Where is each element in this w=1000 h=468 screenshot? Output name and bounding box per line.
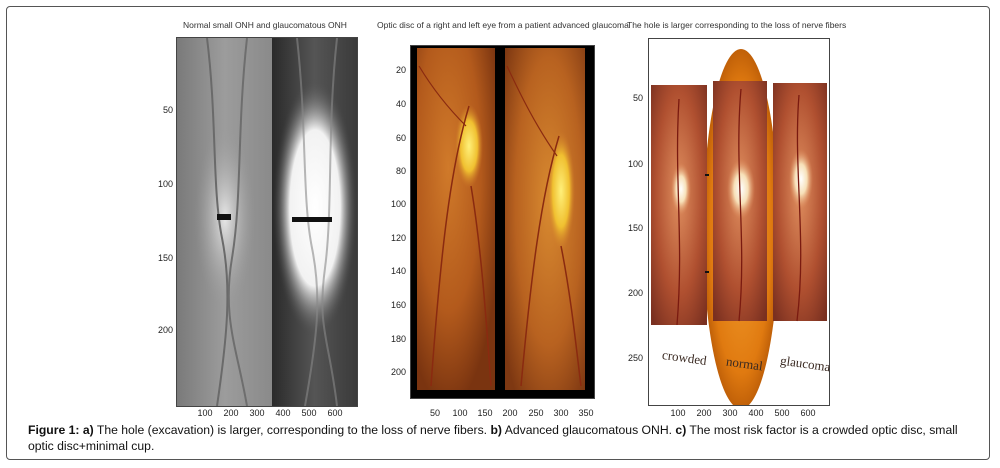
panel-b-y-tick: 40 — [395, 99, 406, 109]
panel-b-image — [411, 46, 594, 398]
panel-a-x-tick: 200 — [223, 408, 239, 418]
panel-a-x-tick: 600 — [327, 408, 343, 418]
panel-b-y-tick: 20 — [395, 65, 406, 75]
panel-c-x-tick: 500 — [774, 408, 790, 418]
panel-b-y-tick: 160 — [390, 300, 406, 310]
panel-a-y-tick: 50 — [162, 105, 173, 115]
panel-b-y-tick: 180 — [390, 334, 406, 344]
panel-b-x-tick: 50 — [429, 408, 440, 418]
caption-c-text: The most risk factor is a crowded optic … — [28, 423, 958, 453]
panel-c-x-tick: 100 — [670, 408, 686, 418]
caption-a-label: a) — [82, 423, 94, 437]
panel-c-image — [649, 39, 829, 405]
panel-b-x-tick: 200 — [502, 408, 518, 418]
panel-a-y-tick: 100 — [157, 179, 173, 189]
panel-b-x-tick: 100 — [452, 408, 468, 418]
panel-b-x-tick: 300 — [553, 408, 569, 418]
panel-b-x-tick: 150 — [477, 408, 493, 418]
caption-c-label: c) — [675, 423, 687, 437]
caption-b-label: b) — [490, 423, 502, 437]
panel-a-x-tick: 500 — [301, 408, 317, 418]
panel-b-y-tick: 60 — [395, 133, 406, 143]
panel-b-x-tick: 350 — [578, 408, 594, 418]
panel-b-y-tick: 80 — [395, 166, 406, 176]
panel-b-axes — [410, 45, 595, 399]
panel-c-x-tick: 200 — [696, 408, 712, 418]
panel-b-y-tick: 120 — [390, 233, 406, 243]
panel-c-y-tick: 250 — [627, 353, 643, 363]
caption-figure-label: Figure 1: — [28, 423, 80, 437]
panel-c-x-tick: 600 — [800, 408, 816, 418]
panel-c-axes — [648, 38, 830, 406]
panel-c-y-tick: 100 — [627, 159, 643, 169]
panel-a-y-tick: 200 — [157, 325, 173, 335]
caption-a-text: The hole (excavation) is larger, corresp… — [93, 423, 491, 437]
panel-c-y-tick: 150 — [627, 223, 643, 233]
panel-b-y-tick: 200 — [390, 367, 406, 377]
panel-b-x-tick: 250 — [528, 408, 544, 418]
panel-c-x-tick: 300 — [722, 408, 738, 418]
panel-a-axes — [176, 37, 358, 407]
panel-b-y-tick: 100 — [390, 199, 406, 209]
figure-caption: Figure 1: a) The hole (excavation) is la… — [28, 422, 972, 454]
panel-c-x-tick: 400 — [748, 408, 764, 418]
panel-b-y-tick: 140 — [390, 266, 406, 276]
panel-a-x-tick: 100 — [197, 408, 213, 418]
panel-c-y-tick: 200 — [627, 288, 643, 298]
panel-a-x-tick: 300 — [249, 408, 265, 418]
panel-c-title: The hole is larger corresponding to the … — [627, 20, 847, 30]
panel-c-y-tick: 50 — [632, 93, 643, 103]
panel-a-y-tick: 150 — [157, 253, 173, 263]
panel-a-image — [177, 38, 357, 406]
caption-b-text: Advanced glaucomatous ONH. — [501, 423, 676, 437]
panel-a-title: Normal small ONH and glaucomatous ONH — [183, 20, 347, 30]
panel-b-title: Optic disc of a right and left eye from … — [377, 20, 629, 30]
panel-a-x-tick: 400 — [275, 408, 291, 418]
